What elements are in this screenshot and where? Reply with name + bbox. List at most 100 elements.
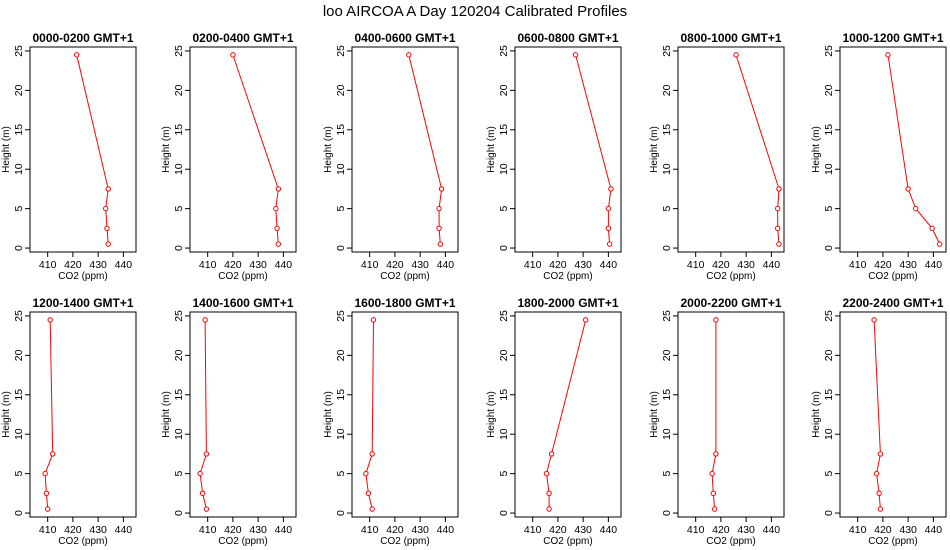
y-tick-label: 0 <box>173 510 185 516</box>
x-tick-label: 440 <box>437 524 455 536</box>
panel-title: 0200-0400 GMT+1 <box>192 31 293 45</box>
x-axis-label: CO2 (ppm) <box>58 536 107 547</box>
panel: 0400-0600 GMT+1 410 420 430 440 0 5 10 15 20 25 CO2… <box>323 31 459 282</box>
y-tick-label: 5 <box>661 206 673 212</box>
data-point <box>274 225 280 232</box>
data-point <box>713 317 719 323</box>
y-tick-label: 5 <box>498 471 510 477</box>
y-axis-label: Height (m) <box>323 126 334 173</box>
x-tick-label: 410 <box>361 259 379 271</box>
y-tick-label: 20 <box>661 349 673 361</box>
panel-title: 1400-1600 GMT+1 <box>192 296 293 310</box>
data-point <box>572 52 579 58</box>
y-tick-label: 20 <box>498 349 510 361</box>
profile-line <box>365 319 374 510</box>
x-tick-label: 410 <box>524 524 542 536</box>
x-tick-label: 430 <box>89 259 107 271</box>
data-point <box>913 205 919 212</box>
y-tick-label: 25 <box>173 310 185 322</box>
y-tick-label: 20 <box>13 84 25 96</box>
y-tick-label: 20 <box>335 349 347 361</box>
data-point <box>936 241 943 247</box>
data-point <box>230 52 236 58</box>
data-point <box>929 225 935 232</box>
panel: 2200-2400 GMT+1 410 420 430 440 0 5 10 15 20 25 CO2… <box>811 296 947 547</box>
y-axis-label: Height (m) <box>1 391 12 438</box>
plot-frame <box>29 46 137 253</box>
x-tick-label: 410 <box>849 259 867 271</box>
data-point <box>105 241 111 247</box>
panel-title: 1200-1400 GMT+1 <box>32 296 133 310</box>
figure-title: loo AIRCOA A Day 120204 Calibrated Profi… <box>323 3 627 20</box>
y-tick-label: 25 <box>13 310 25 322</box>
x-tick-label: 440 <box>600 259 618 271</box>
y-tick-label: 25 <box>335 45 347 57</box>
data-point <box>877 506 884 512</box>
plot-frame <box>189 46 297 253</box>
y-tick-label: 0 <box>661 245 673 251</box>
y-axis-label: Height (m) <box>811 126 822 173</box>
x-tick-label: 430 <box>737 524 755 536</box>
x-tick-label: 440 <box>275 524 293 536</box>
y-tick-label: 0 <box>173 245 185 251</box>
data-point <box>710 490 717 497</box>
y-tick-label: 25 <box>335 310 347 322</box>
data-point <box>275 241 282 247</box>
data-point <box>105 186 111 192</box>
profile-line <box>735 54 780 245</box>
x-tick-label: 440 <box>763 524 781 536</box>
x-tick-label: 410 <box>39 259 57 271</box>
x-tick-label: 410 <box>687 259 705 271</box>
panel: 1800-2000 GMT+1 410 420 430 440 0 5 10 15 20 25 CO2… <box>486 296 622 547</box>
x-tick-label: 440 <box>115 259 133 271</box>
data-point <box>733 52 739 58</box>
panel: 1200-1400 GMT+1 410 420 430 440 0 5 10 15 20 25 CO2… <box>1 296 137 547</box>
profile-line <box>232 54 279 245</box>
data-point <box>774 205 781 212</box>
x-axis-label: CO2 (ppm) <box>380 536 429 547</box>
x-tick-label: 440 <box>437 259 455 271</box>
data-point <box>608 186 614 192</box>
profile-line <box>408 54 443 245</box>
x-tick-label: 440 <box>600 524 618 536</box>
data-point <box>582 317 589 323</box>
panel-title: 0400-0600 GMT+1 <box>354 31 455 45</box>
x-axis-label: CO2 (ppm) <box>706 271 755 282</box>
data-point <box>103 205 109 212</box>
data-point <box>871 317 877 323</box>
y-tick-label: 15 <box>335 124 347 136</box>
y-tick-label: 10 <box>661 163 673 175</box>
x-tick-label: 440 <box>925 259 943 271</box>
x-tick-label: 410 <box>199 524 217 536</box>
y-tick-label: 10 <box>13 428 25 440</box>
profile-line <box>873 319 881 510</box>
data-point <box>199 490 206 497</box>
x-axis-label: CO2 (ppm) <box>58 271 107 282</box>
y-tick-label: 25 <box>823 310 835 322</box>
panel-title: 1800-2000 GMT+1 <box>517 296 618 310</box>
y-tick-label: 20 <box>498 84 510 96</box>
x-tick-label: 430 <box>899 524 917 536</box>
data-point <box>546 506 552 512</box>
y-tick-label: 20 <box>173 84 185 96</box>
y-tick-label: 5 <box>335 471 347 477</box>
x-tick-label: 410 <box>199 259 217 271</box>
y-tick-label: 20 <box>661 84 673 96</box>
plot-frame <box>351 311 459 518</box>
y-tick-label: 10 <box>335 163 347 175</box>
data-point <box>43 490 50 497</box>
data-point <box>406 52 412 58</box>
y-axis-label: Height (m) <box>486 391 497 438</box>
panel: 0800-1000 GMT+1 410 420 430 440 0 5 10 15 20 25 CO2… <box>649 31 785 282</box>
y-tick-label: 10 <box>823 163 835 175</box>
y-tick-label: 25 <box>498 45 510 57</box>
data-point <box>437 241 444 247</box>
x-axis-label: CO2 (ppm) <box>543 536 592 547</box>
data-point <box>436 205 442 212</box>
x-tick-label: 430 <box>89 524 107 536</box>
data-point <box>73 52 80 58</box>
panel-title: 1600-1800 GMT+1 <box>354 296 455 310</box>
y-tick-label: 10 <box>173 428 185 440</box>
panel-title: 2000-2200 GMT+1 <box>680 296 781 310</box>
